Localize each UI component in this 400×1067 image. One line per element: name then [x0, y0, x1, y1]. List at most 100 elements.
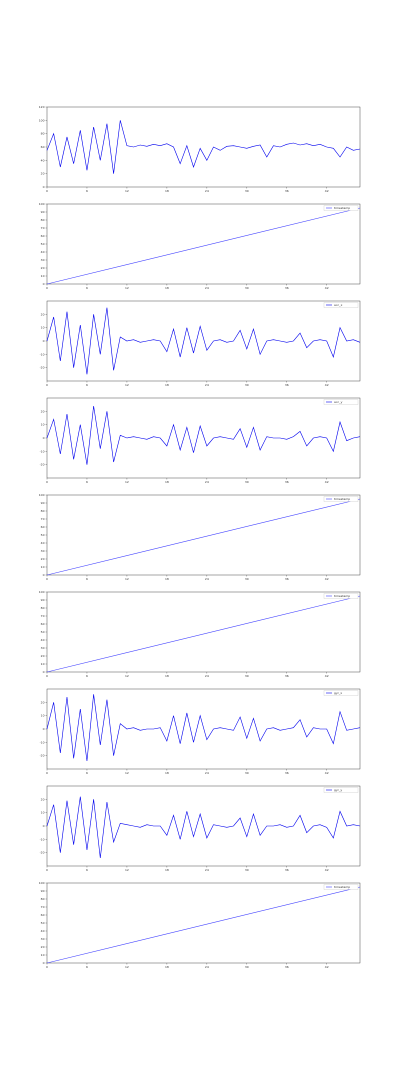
- y-tick-label: 60: [41, 145, 45, 149]
- x-tick-label: 42: [325, 965, 329, 969]
- x-tick-label: 36: [285, 383, 289, 387]
- x-tick-label: 30: [245, 286, 249, 290]
- y-tick-label: 0: [43, 436, 45, 440]
- y-tick-label: 60: [41, 913, 45, 917]
- x-tick-label: 6: [86, 577, 88, 581]
- series-line: [46, 498, 361, 576]
- y-tick-label: 90: [41, 501, 45, 505]
- x-tick-label: 12: [125, 383, 129, 387]
- y-tick-label: 10: [41, 326, 45, 330]
- y-tick-label: -10: [40, 837, 45, 841]
- x-tick-label: 18: [165, 771, 169, 775]
- x-tick-label: 0: [46, 965, 48, 969]
- y-tick-label: -20: [40, 463, 45, 467]
- plot-frame: [46, 882, 361, 964]
- y-tick-label: 30: [41, 937, 45, 941]
- y-tick-label: 20: [41, 266, 45, 270]
- y-tick-label: 20: [41, 312, 45, 316]
- legend-label: gyr_y: [334, 788, 342, 792]
- x-tick-label: 24: [205, 577, 209, 581]
- legend-box: [323, 496, 359, 502]
- plot-frame: [46, 494, 361, 576]
- legend-box: [323, 302, 359, 308]
- x-tick-label: 42: [325, 771, 329, 775]
- legend-box: [323, 399, 359, 405]
- x-tick-label: 0: [46, 383, 48, 387]
- x-tick-label: 12: [125, 480, 129, 484]
- x-tick-label: 30: [245, 674, 249, 678]
- y-tick-label: 10: [41, 274, 45, 278]
- y-tick-label: 60: [41, 622, 45, 626]
- x-tick-label: 6: [86, 189, 88, 193]
- y-tick-label: 100: [39, 118, 45, 122]
- x-tick-label: 0: [46, 868, 48, 872]
- x-tick-label: 18: [165, 383, 169, 387]
- x-tick-label: 42: [325, 383, 329, 387]
- y-tick-label: 120: [39, 105, 45, 109]
- x-tick-label: 12: [125, 674, 129, 678]
- plot-frame: [46, 688, 361, 770]
- y-tick-label: 30: [41, 549, 45, 553]
- x-tick-label: 30: [245, 965, 249, 969]
- series-line: [46, 405, 361, 465]
- x-tick-label: 12: [125, 286, 129, 290]
- x-tick-label: 18: [165, 577, 169, 581]
- y-tick-label: 80: [41, 509, 45, 513]
- y-tick-label: -10: [40, 449, 45, 453]
- y-tick-label: 100: [39, 881, 45, 885]
- x-tick-label: 6: [86, 771, 88, 775]
- y-tick-label: 40: [41, 158, 45, 162]
- x-tick-label: 0: [46, 286, 48, 290]
- series-line: [46, 120, 361, 174]
- x-tick-label: 42: [325, 189, 329, 193]
- y-tick-label: 0: [43, 282, 45, 286]
- legend-label: timestamp: [334, 885, 350, 889]
- x-tick-label: 36: [285, 868, 289, 872]
- y-tick-label: 20: [41, 172, 45, 176]
- legend-box: [323, 787, 359, 793]
- y-tick-label: 50: [41, 630, 45, 634]
- y-tick-label: 80: [41, 606, 45, 610]
- x-tick-label: 30: [245, 383, 249, 387]
- x-tick-label: 24: [205, 674, 209, 678]
- y-tick-label: 10: [41, 565, 45, 569]
- x-tick-label: 0: [46, 577, 48, 581]
- y-tick-label: 20: [41, 700, 45, 704]
- x-tick-label: 12: [125, 577, 129, 581]
- y-tick-label: 80: [41, 218, 45, 222]
- x-tick-label: 36: [285, 965, 289, 969]
- y-tick-label: 80: [41, 132, 45, 136]
- y-tick-label: 90: [41, 210, 45, 214]
- y-tick-label: 100: [39, 493, 45, 497]
- series-line: [46, 595, 361, 673]
- x-tick-label: 0: [46, 674, 48, 678]
- y-tick-label: 50: [41, 242, 45, 246]
- y-tick-label: 0: [43, 339, 45, 343]
- legend-label: acc_x: [334, 303, 343, 307]
- y-tick-label: 0: [43, 185, 45, 189]
- y-tick-label: 0: [43, 670, 45, 674]
- series-line: [46, 694, 361, 762]
- y-tick-label: 40: [41, 541, 45, 545]
- x-tick-label: 30: [245, 771, 249, 775]
- y-tick-label: 20: [41, 945, 45, 949]
- legend-label: timestamp: [334, 594, 350, 598]
- x-tick-label: 6: [86, 480, 88, 484]
- series-line: [46, 307, 361, 375]
- y-tick-label: 40: [41, 250, 45, 254]
- y-tick-label: 40: [41, 638, 45, 642]
- x-tick-label: 30: [245, 189, 249, 193]
- y-tick-label: 20: [41, 409, 45, 413]
- x-tick-label: 42: [325, 480, 329, 484]
- y-tick-label: -20: [40, 754, 45, 758]
- y-tick-label: 10: [41, 662, 45, 666]
- y-tick-label: 80: [41, 897, 45, 901]
- y-tick-label: 50: [41, 921, 45, 925]
- x-tick-label: 42: [325, 868, 329, 872]
- x-tick-label: 24: [205, 286, 209, 290]
- x-tick-label: 6: [86, 674, 88, 678]
- y-tick-label: 20: [41, 654, 45, 658]
- x-tick-label: 18: [165, 868, 169, 872]
- y-tick-label: 10: [41, 423, 45, 427]
- x-tick-label: 42: [325, 674, 329, 678]
